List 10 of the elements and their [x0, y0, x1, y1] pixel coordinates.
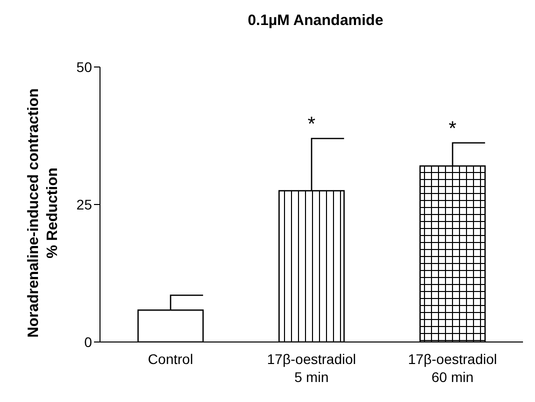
x-tick-label: 17β-oestradiol 60 min: [408, 351, 497, 385]
y-tick-label: 0: [84, 334, 92, 350]
chart-title: 0.1µM Anandamide: [246, 12, 384, 29]
y-tick-label: 25: [76, 196, 92, 212]
y-tick-label: 50: [76, 58, 92, 75]
x-tick-label: Control: [148, 351, 194, 367]
x-tick-label: 17β-oestradiol 5 min: [267, 351, 356, 385]
annotation: *: [448, 118, 457, 140]
y-axis-title: Noradrenaline-induced contraction % Reduction: [25, 88, 61, 338]
annotation: *: [308, 114, 316, 136]
